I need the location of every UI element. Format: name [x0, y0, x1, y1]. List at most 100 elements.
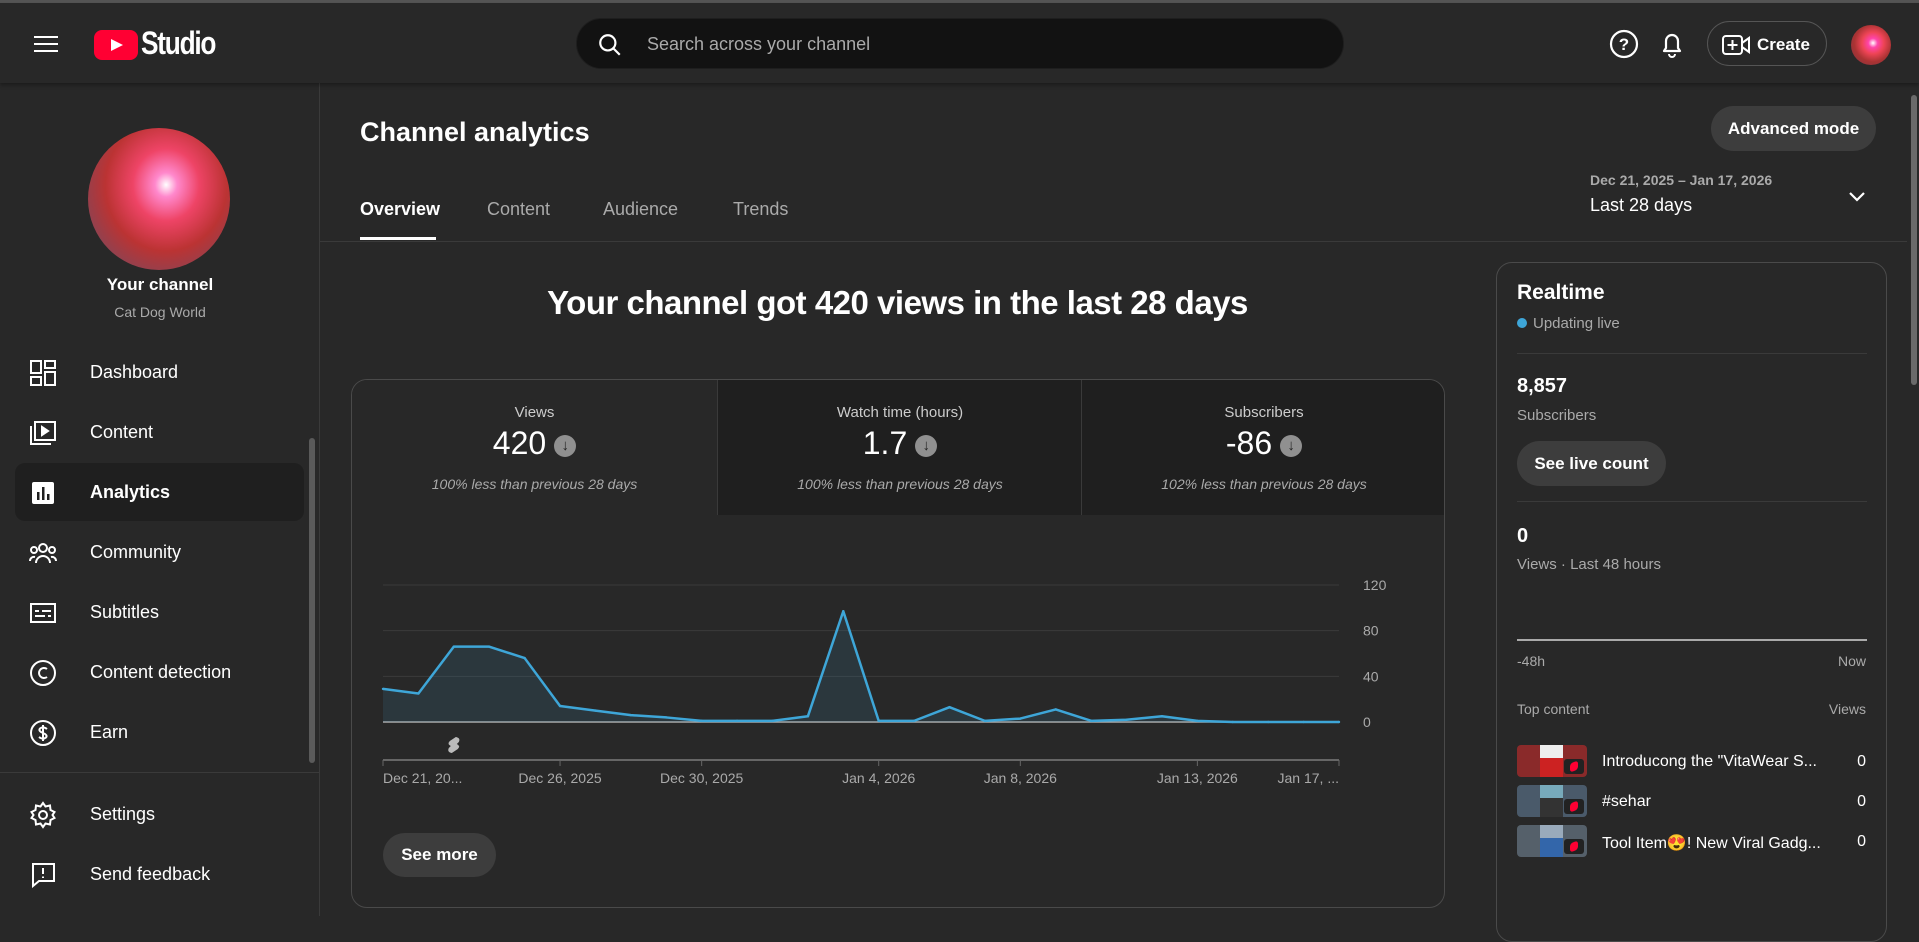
sidebar-item-label: Send feedback	[90, 864, 211, 884]
metric-value-row: -86 ↓	[1082, 425, 1444, 462]
data-point	[1125, 718, 1128, 721]
data-point	[1160, 715, 1164, 718]
video-thumbnail	[1517, 785, 1587, 817]
sidebar-item-send-feedback[interactable]: Send feedback	[15, 845, 304, 903]
tab-overview[interactable]: Overview	[360, 199, 441, 219]
metric-comparison: 102% less than previous 28 days	[1161, 476, 1367, 492]
metric-label: Watch time (hours)	[836, 404, 964, 421]
search-icon	[599, 34, 621, 56]
views-column-label: Views	[1828, 701, 1866, 717]
sidebar-item-subtitles[interactable]: Subtitles	[15, 583, 304, 641]
sidebar-item-earn[interactable]: Earn	[15, 703, 304, 761]
y-tick-label: 80	[1363, 623, 1379, 639]
date-range[interactable]: Dec 21, 2025 – Jan 17, 2026	[1590, 172, 1773, 188]
shorts-icon	[1564, 839, 1584, 854]
page-scrollbar[interactable]	[1911, 95, 1917, 385]
community-icon	[29, 543, 57, 564]
top-content-label: Top content	[1517, 701, 1590, 717]
video-title: Tool Item😍! New Viral Gadg...	[1602, 835, 1821, 852]
account-avatar[interactable]	[1851, 25, 1891, 65]
data-point	[594, 709, 597, 712]
data-point	[1302, 720, 1305, 724]
menu-icon[interactable]	[34, 36, 58, 54]
feedback-icon	[32, 863, 55, 889]
tab-trends[interactable]: Trends	[733, 199, 789, 219]
data-point	[735, 719, 739, 723]
divider	[1517, 353, 1867, 354]
channel-avatar[interactable]	[88, 128, 230, 270]
period-select[interactable]: Last 28 days	[1590, 195, 1693, 215]
subtitles-icon	[30, 603, 56, 623]
active-tab-indicator	[360, 237, 436, 240]
x-tick-label: Dec 21, 20...	[383, 770, 462, 786]
metric-value: 1.7	[862, 425, 908, 461]
metric-tab-views[interactable]: Views 420 ↓ 100% less than previous 28 da…	[352, 380, 717, 515]
youtube-logo-icon[interactable]	[94, 30, 138, 60]
series-line	[382, 610, 1339, 724]
content-icon	[30, 421, 56, 445]
copyright-icon	[30, 660, 56, 686]
window-top-border	[0, 0, 1919, 3]
sidebar-item-label: Analytics	[90, 482, 171, 502]
metric-value: 420	[492, 425, 547, 461]
data-point	[417, 692, 420, 695]
create-label: Create	[1757, 35, 1810, 54]
headline: Your channel got 420 views in the last 2…	[547, 284, 1248, 321]
sidebar-item-label: Settings	[90, 804, 156, 824]
tab-audience[interactable]: Audience	[603, 199, 679, 219]
realtime-title: Realtime	[1517, 281, 1605, 304]
see-live-count-button[interactable]: See live count	[1517, 441, 1666, 486]
app-name[interactable]: Studio	[141, 25, 216, 61]
metric-value: -86	[1225, 425, 1273, 461]
notifications-bell-icon[interactable]	[1656, 28, 1688, 60]
data-point	[948, 705, 951, 709]
data-point	[665, 716, 668, 719]
search-input[interactable]: Search across your channel	[576, 18, 1344, 69]
sidebar-item-label: Earn	[90, 722, 129, 742]
data-point	[983, 719, 987, 723]
data-point	[1266, 720, 1270, 724]
create-button[interactable]: Create	[1707, 21, 1827, 66]
video-thumbnail	[1517, 745, 1587, 777]
sidebar-item-content[interactable]: Content	[15, 403, 304, 461]
video-views: 0	[1857, 753, 1866, 770]
realtime-panel: Realtime Updating live 8,857 Subscribers…	[1496, 262, 1887, 942]
sidebar-item-community[interactable]: Community	[15, 523, 304, 581]
help-icon[interactable]: ?	[1608, 28, 1640, 60]
data-point	[629, 713, 633, 717]
sidebar-item-label: Content detection	[90, 662, 232, 682]
metric-tab-subscribers[interactable]: Subscribers -86 ↓ 102% less than previous…	[1081, 380, 1444, 515]
live-status: Updating live	[1517, 315, 1620, 332]
tab-content[interactable]: Content	[487, 199, 551, 219]
data-point	[700, 719, 703, 723]
sidebar-scrollbar[interactable]	[309, 438, 315, 763]
y-tick-label: 120	[1363, 577, 1387, 593]
sidebar-item-analytics[interactable]: Analytics	[15, 463, 304, 521]
data-point	[806, 715, 810, 718]
video-views: 0	[1857, 793, 1866, 810]
metric-comparison: 100% less than previous 28 days	[431, 476, 638, 492]
realtime-views-label: Views · Last 48 hours	[1517, 556, 1661, 573]
sidebar: Your channel Cat Dog World Dashboard Con…	[0, 83, 320, 916]
dashboard-icon	[30, 360, 56, 386]
data-point	[381, 687, 385, 691]
dollar-icon	[30, 720, 56, 746]
realtime-chart-baseline	[1517, 639, 1867, 641]
live-status-text: Updating live	[1533, 315, 1620, 332]
advanced-mode-button[interactable]: Advanced mode	[1711, 106, 1876, 151]
metric-tab-watch-time[interactable]: Watch time (hours) 1.7 ↓ 100% less than p…	[717, 380, 1082, 515]
arrow-down-icon: ↓	[554, 435, 577, 457]
x-tick-label: Jan 4, 2026	[842, 770, 915, 786]
chevron-down-icon[interactable]	[1846, 186, 1868, 208]
axis-end: Now	[1837, 653, 1866, 669]
see-more-button[interactable]: See more	[383, 833, 496, 877]
divider	[1517, 501, 1867, 502]
sidebar-item-settings[interactable]: Settings	[15, 785, 304, 843]
data-point	[452, 645, 456, 648]
sidebar-item-content-detection[interactable]: Content detection	[15, 643, 304, 701]
live-dot-icon	[1517, 318, 1527, 328]
data-point	[912, 719, 916, 723]
svg-text:?: ?	[1619, 35, 1629, 54]
x-tick-label: Dec 26, 2025	[518, 770, 601, 786]
sidebar-item-dashboard[interactable]: Dashboard	[15, 343, 304, 401]
